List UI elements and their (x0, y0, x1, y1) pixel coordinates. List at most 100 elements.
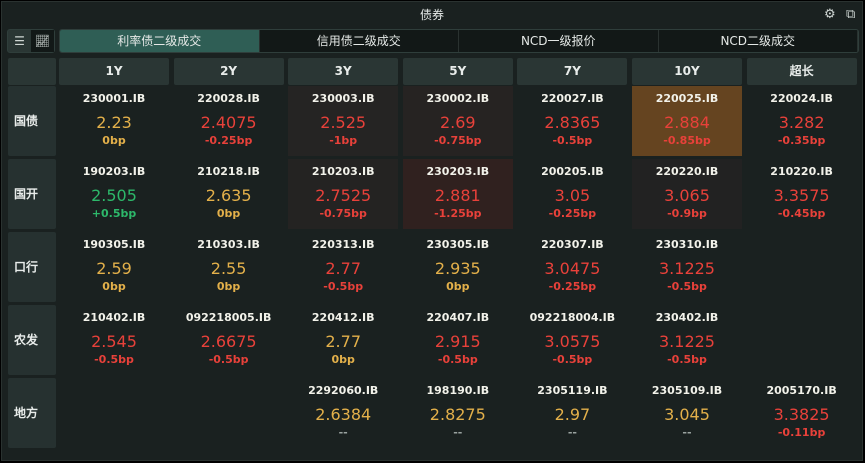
bond-code: 210203.IB (311, 165, 375, 178)
bond-cell[interactable]: 230002.IB 2.69 -0.75bp (402, 86, 513, 156)
bond-cell[interactable]: 210203.IB 2.7525 -0.75bp (288, 159, 399, 229)
bond-cell[interactable]: 2005170.IB 3.3825 -0.11bp (747, 378, 857, 448)
bond-cell[interactable]: 190305.IB 2.59 0bp (59, 232, 169, 302)
yield-value: 2.8365 (544, 113, 601, 132)
bond-cell[interactable]: 2305109.IB 3.045 -- (632, 378, 742, 448)
yield-change: -0.5bp (552, 353, 593, 366)
yield-value: 2.55 (210, 259, 247, 278)
external-link-icon[interactable]: ⧉ (846, 7, 856, 22)
bond-code: 220220.IB (655, 165, 719, 178)
bond-cell[interactable]: 210402.IB 2.545 -0.5bp (59, 305, 169, 375)
bond-code: 230001.IB (82, 92, 146, 105)
list-icon[interactable]: ☰ (14, 34, 25, 48)
bond-cell[interactable]: 220024.IB 3.282 -0.35bp (747, 86, 857, 156)
yield-value: 2.545 (91, 332, 137, 351)
bond-cell[interactable]: 200205.IB 3.05 -0.25bp (517, 159, 627, 229)
tab-2[interactable]: NCD一级报价 (459, 30, 659, 52)
bond-cell[interactable]: 220313.IB 2.77 -0.5bp (288, 232, 398, 302)
bond-cell[interactable]: 220412.IB 2.77 0bp (288, 305, 398, 375)
yield-change: -0.5bp (208, 353, 249, 366)
yield-value: 2.59 (96, 259, 132, 278)
yield-value: 3.045 (664, 405, 710, 424)
yield-change: -1.25bp (434, 207, 482, 220)
bond-cell[interactable]: 230003.IB 2.525 -1bp (288, 86, 399, 156)
yield-value: 2.935 (434, 259, 481, 278)
yield-change: -0.75bp (319, 207, 367, 220)
bond-cell[interactable]: 092218005.IB 2.6675 -0.5bp (174, 305, 284, 375)
bond-cell[interactable]: 220220.IB 3.065 -0.9bp (632, 159, 742, 229)
yield-change: -0.5bp (323, 280, 364, 293)
bond-cell[interactable]: 230305.IB 2.935 0bp (403, 232, 513, 302)
yield-value: 3.1225 (659, 259, 715, 278)
yield-change: -- (567, 426, 577, 439)
bond-cell[interactable]: 210218.IB 2.635 0bp (174, 159, 284, 229)
column-header[interactable]: 3Y (288, 58, 399, 85)
row-label: 国开 (8, 159, 56, 229)
bond-cell[interactable]: 2292060.IB 2.6384 -- (288, 378, 398, 448)
yield-value: 2.7525 (315, 186, 372, 205)
bond-code: 230310.IB (655, 238, 719, 251)
tab-1[interactable]: 信用债二级成交 (260, 30, 459, 52)
gear-icon[interactable]: ⚙ (824, 7, 836, 22)
bond-cell[interactable]: 210220.IB 3.3575 -0.45bp (747, 159, 857, 229)
bond-cell[interactable]: 230310.IB 3.1225 -0.5bp (632, 232, 742, 302)
bond-cell[interactable]: 220028.IB 2.4075 -0.25bp (174, 86, 284, 156)
bond-code: 230402.IB (655, 311, 719, 324)
bond-code: 230002.IB (426, 92, 490, 105)
bond-cell[interactable]: 230001.IB 2.23 0bp (59, 86, 169, 156)
bond-cell[interactable]: 220407.IB 2.915 -0.5bp (403, 305, 513, 375)
bond-cell[interactable]: 220027.IB 2.8365 -0.5bp (517, 86, 627, 156)
yield-value: 3.05 (554, 186, 591, 205)
bond-code: 190305.IB (82, 238, 146, 251)
yield-change: -1bp (329, 134, 358, 147)
bond-cell[interactable]: 220025.IB 2.884 -0.85bp (632, 86, 742, 156)
yield-change: 0bp (331, 353, 355, 366)
row-label: 口行 (8, 232, 56, 302)
yield-change: -0.25bp (548, 280, 597, 293)
bond-cell[interactable]: 230203.IB 2.881 -1.25bp (402, 159, 513, 229)
yield-value: 2.77 (325, 332, 361, 351)
yield-change: -0.75bp (434, 134, 482, 147)
yield-value: 2.881 (434, 186, 481, 205)
bond-code: 210402.IB (82, 311, 146, 324)
yield-change: -- (682, 426, 692, 439)
tab-3[interactable]: NCD二级成交 (659, 30, 858, 52)
bond-cell[interactable]: 230402.IB 3.1225 -0.5bp (632, 305, 742, 375)
bond-code: 198190.IB (426, 384, 490, 397)
bond-code: 230305.IB (426, 238, 490, 251)
yield-value: 2.97 (554, 405, 591, 424)
yield-value: 2.4075 (200, 113, 257, 132)
bond-cell[interactable]: 092218004.IB 3.0575 -0.5bp (517, 305, 627, 375)
yield-value: 3.3575 (773, 186, 830, 205)
yield-value: 2.915 (434, 332, 481, 351)
column-header[interactable]: 10Y (632, 58, 742, 85)
bond-cell[interactable]: 198190.IB 2.8275 -- (403, 378, 513, 448)
yield-value: 2.884 (664, 113, 710, 132)
row-label: 国债 (8, 86, 56, 156)
column-header[interactable]: 5Y (402, 58, 513, 85)
yield-value: 2.635 (205, 186, 252, 205)
column-header[interactable]: 7Y (517, 58, 628, 85)
column-header[interactable]: 1Y (59, 58, 169, 85)
bond-cell[interactable]: 220307.IB 3.0475 -0.25bp (517, 232, 627, 302)
column-header[interactable]: 超长 (746, 58, 857, 85)
yield-change: -0.5bp (437, 353, 478, 366)
tab-0[interactable]: 利率债二级成交 (60, 30, 260, 52)
yield-change: -0.25bp (204, 134, 253, 147)
yield-value: 2.8275 (429, 405, 486, 424)
bond-code: 230203.IB (426, 165, 490, 178)
yield-value: 3.1225 (659, 332, 715, 351)
bond-cell[interactable]: 2305119.IB 2.97 -- (517, 378, 627, 448)
yield-value: 2.525 (320, 113, 367, 132)
line-chart-icon[interactable]: 📈︎ (31, 30, 54, 52)
bond-code: 220313.IB (311, 238, 375, 251)
yield-change: -0.45bp (777, 207, 826, 220)
yield-value: 2.69 (439, 113, 476, 132)
column-header[interactable]: 2Y (173, 58, 284, 85)
yield-value: 2.6675 (200, 332, 257, 351)
tab-bar: 利率债二级成交 信用债二级成交 NCD一级报价 NCD二级成交 (59, 29, 859, 53)
bond-code: 220307.IB (541, 238, 604, 251)
bond-cell[interactable]: 210303.IB 2.55 0bp (174, 232, 284, 302)
bond-cell[interactable]: 190203.IB 2.505 +0.5bp (59, 159, 169, 229)
